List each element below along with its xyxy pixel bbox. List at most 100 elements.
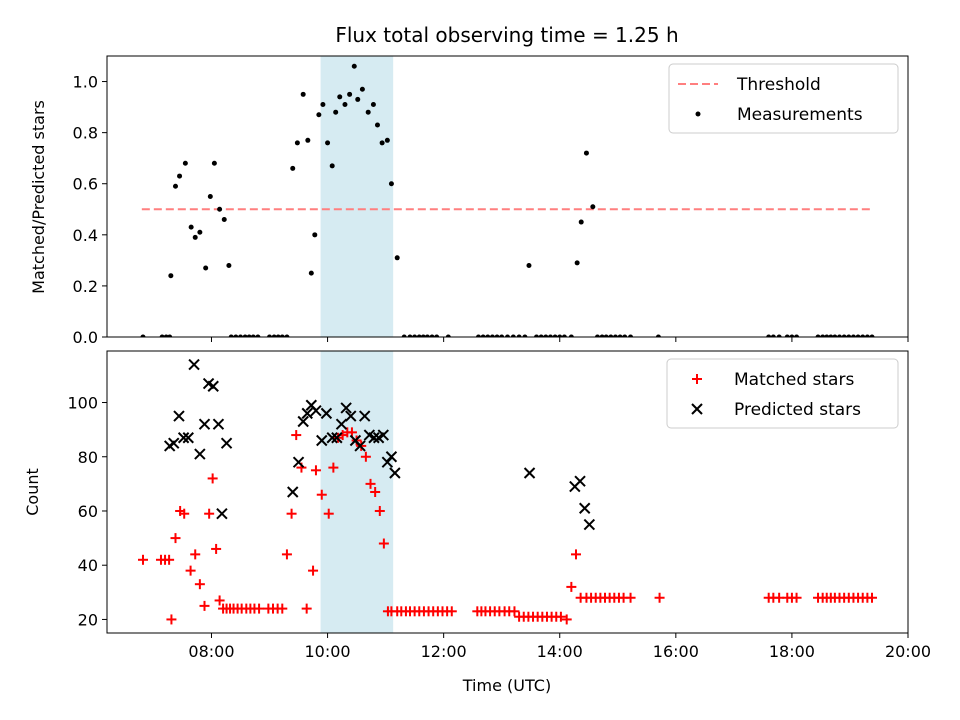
matched-stars-point — [190, 549, 201, 560]
measurements-point — [140, 334, 146, 337]
measurements-point — [384, 137, 390, 143]
measurements-point — [211, 160, 217, 166]
measurements-point — [172, 183, 178, 189]
matched-stars-point — [555, 611, 566, 622]
measurements-point — [347, 91, 353, 97]
top-x-ticks — [210, 337, 909, 342]
measurements-point — [837, 334, 843, 337]
measurements-point — [489, 334, 495, 337]
x-tick-label: 12:00 — [421, 642, 467, 661]
measurements-point — [841, 334, 847, 337]
measurements-point — [167, 334, 173, 337]
measurements-point — [599, 334, 605, 337]
measurements-point — [329, 163, 335, 169]
bottom-panel: 20 40 60 80 100 08:00 10:00 12:00 14:00 16:00 18:… — [23, 350, 931, 695]
measurements-point — [159, 334, 165, 337]
x-tick-label: 18:00 — [769, 642, 815, 661]
measurements-point — [510, 334, 516, 337]
measurements-point — [226, 262, 232, 268]
chart-title: Flux total observing time = 1.25 h — [335, 23, 678, 47]
measurements-point — [574, 260, 580, 266]
predicted-stars-legend-swatch — [691, 403, 703, 415]
predicted-stars-point — [583, 518, 596, 531]
measurements-point — [578, 219, 584, 225]
predicted-stars-point — [212, 418, 225, 430]
y-tick-label: 40 — [78, 556, 98, 575]
measurements-point — [279, 334, 285, 337]
bottom-series — [137, 358, 878, 625]
measurements-point — [370, 102, 376, 108]
measurements-point — [475, 334, 481, 337]
matched-stars-point — [561, 614, 572, 625]
measurements-point — [429, 334, 435, 337]
x-tick-label: 10:00 — [305, 642, 351, 661]
matched-stars-point — [316, 489, 327, 500]
measurements-point — [617, 334, 623, 337]
measurements-point — [832, 334, 838, 337]
measurements-point — [855, 334, 861, 337]
matched-stars-point — [446, 606, 457, 617]
predicted-stars-point — [188, 358, 200, 371]
predicted-stars-point — [207, 380, 219, 392]
measurements-point — [522, 334, 528, 337]
measurements-point — [246, 334, 252, 337]
matched-stars-point — [365, 478, 376, 489]
matched-stars-point — [281, 549, 292, 560]
x-tick-label: 08:00 — [188, 642, 234, 661]
predicted-stars-point — [340, 402, 352, 414]
predicted-stars-point — [523, 467, 536, 479]
measurements-point — [789, 334, 795, 337]
measurements-point — [355, 96, 361, 102]
measurements-point — [608, 334, 614, 337]
measurements-point — [547, 334, 553, 337]
measurements-point — [284, 334, 290, 337]
measurements-point — [445, 334, 451, 337]
measurements-point — [434, 334, 440, 337]
measurements-point — [271, 334, 277, 337]
measurements-point — [290, 165, 296, 171]
matched-stars-point — [164, 554, 175, 565]
matched-stars-point — [254, 603, 265, 614]
measurements-point — [168, 273, 174, 279]
measurements-point — [770, 334, 776, 337]
predicted-stars-point — [385, 451, 398, 463]
measurements-point — [342, 102, 348, 108]
top-y-axis: 0.0 0.2 0.4 0.6 0.8 1.0 — [73, 73, 107, 347]
measurements-point — [238, 334, 243, 337]
top-observing-span — [320, 56, 394, 337]
measurements-point — [308, 270, 314, 276]
measurements-point — [628, 334, 634, 337]
predicted-stars-point — [359, 410, 371, 422]
predicted-stars-point — [331, 432, 343, 444]
measurements-point — [538, 334, 544, 337]
y-tick-label: 1.0 — [73, 73, 98, 92]
x-tick-label: 14:00 — [537, 642, 583, 661]
measurements-point — [401, 334, 407, 337]
matched-stars-point — [308, 565, 319, 576]
measurements-point — [655, 334, 661, 337]
matched-stars-point — [185, 565, 196, 576]
measurements-point — [374, 122, 380, 128]
measurements-point — [379, 140, 385, 146]
measurements-point — [590, 204, 596, 210]
y-tick-label: 0.8 — [73, 124, 98, 143]
measurements-point — [325, 140, 331, 146]
y-tick-label: 0.4 — [73, 226, 98, 245]
matched-stars-point — [625, 592, 636, 603]
predicted-stars-point — [335, 418, 348, 430]
predicted-stars-point — [301, 407, 313, 420]
measurements-point — [337, 94, 343, 100]
x-tick-label: 20:00 — [885, 642, 931, 661]
matched-stars-point — [166, 614, 177, 625]
measurements-point — [860, 334, 866, 337]
matched-stars-point — [374, 505, 385, 516]
measurements-point — [182, 160, 188, 166]
measurements-point — [516, 334, 522, 337]
matched-stars-point — [194, 579, 205, 590]
measurements-point — [394, 255, 400, 261]
matched-stars-point — [204, 508, 215, 519]
y-tick-label: 0.6 — [73, 175, 98, 194]
predicted-stars-point — [368, 432, 380, 444]
predicted-stars-point — [194, 448, 206, 460]
predicted-stars-point — [354, 440, 366, 452]
